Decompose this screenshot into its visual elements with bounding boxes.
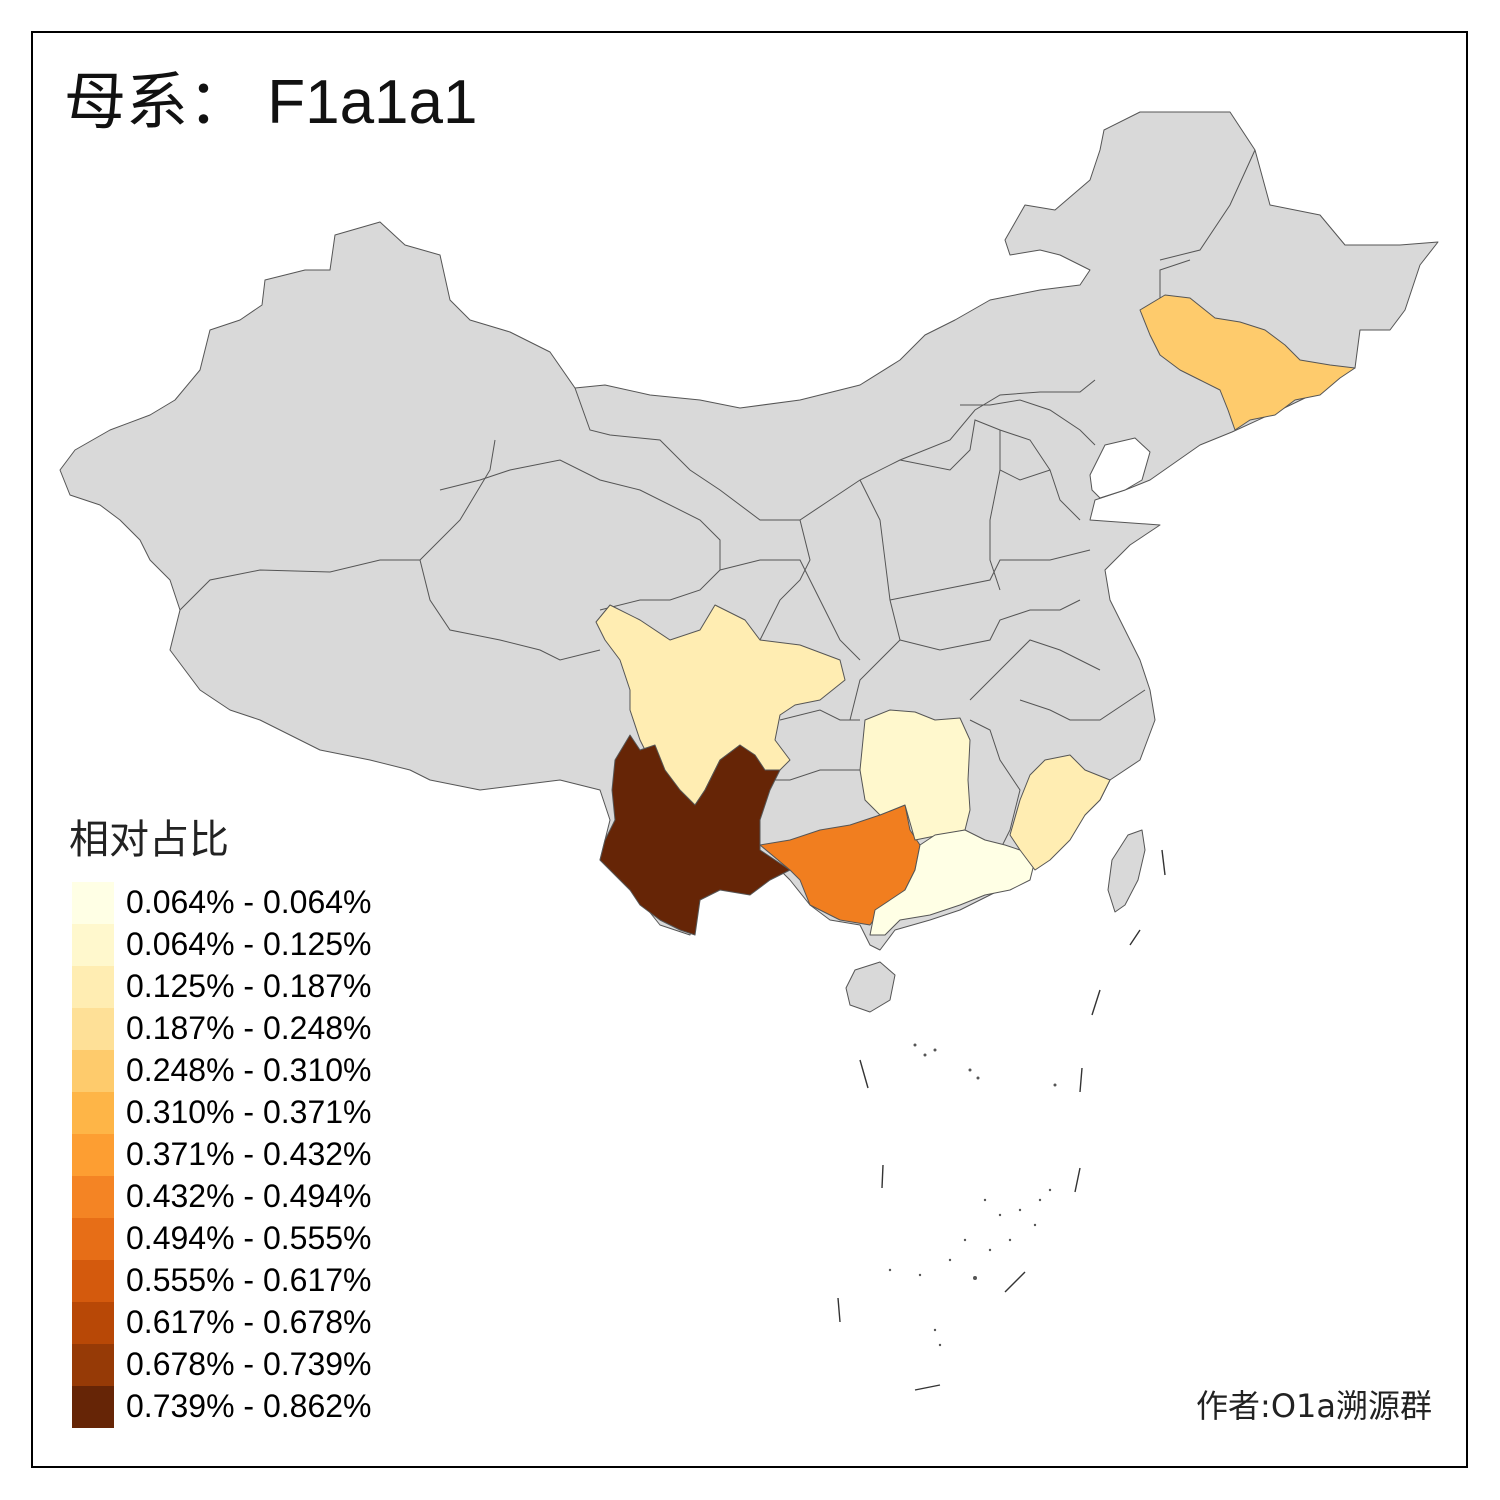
legend-swatch xyxy=(72,1134,114,1176)
bohai-sea xyxy=(1089,437,1151,499)
legend-label: 0.310% - 0.371% xyxy=(126,1094,372,1130)
region-hainan xyxy=(845,961,896,1013)
region-hunan xyxy=(859,709,971,841)
legend-swatch xyxy=(72,1176,114,1218)
region-guangdong xyxy=(869,829,1036,936)
china-landmass xyxy=(59,111,1439,951)
legend-swatch xyxy=(72,1092,114,1134)
legend-label: 0.248% - 0.310% xyxy=(126,1052,372,1088)
legend-swatch xyxy=(72,1302,114,1344)
legend-label: 0.494% - 0.555% xyxy=(126,1220,372,1256)
region-fujian xyxy=(1009,754,1111,871)
legend-label: 0.125% - 0.187% xyxy=(126,968,372,1004)
region-yunnan xyxy=(599,734,791,936)
south-china-sea xyxy=(837,849,1166,1391)
province-boundaries xyxy=(179,149,1256,851)
legend-swatch xyxy=(72,1386,114,1428)
legend-label: 0.064% - 0.064% xyxy=(126,884,372,920)
legend-label: 0.432% - 0.494% xyxy=(126,1178,372,1214)
legend-swatch xyxy=(72,1344,114,1386)
author-credit: 作者:O1a溯源群 xyxy=(1196,1387,1432,1425)
legend-label: 0.678% - 0.739% xyxy=(126,1346,372,1382)
legend-swatch xyxy=(72,882,114,924)
legend-label: 0.064% - 0.125% xyxy=(126,926,372,962)
legend-swatch xyxy=(72,1260,114,1302)
legend-label: 0.187% - 0.248% xyxy=(126,1010,372,1046)
legend-label: 0.617% - 0.678% xyxy=(126,1304,372,1340)
legend-label: 0.371% - 0.432% xyxy=(126,1136,372,1172)
map-title: 母系： F1a1a1 xyxy=(64,68,478,137)
legend-label: 0.739% - 0.862% xyxy=(126,1388,372,1424)
legend-title: 相对占比 xyxy=(69,817,229,863)
legend-swatch xyxy=(72,1050,114,1092)
region-taiwan xyxy=(1107,829,1146,913)
legend-swatch xyxy=(72,966,114,1008)
legend-swatch xyxy=(72,924,114,966)
region-jilin xyxy=(1139,294,1356,431)
legend-swatch xyxy=(72,1218,114,1260)
legend-label: 0.555% - 0.617% xyxy=(126,1262,372,1298)
legend-swatch xyxy=(72,1008,114,1050)
